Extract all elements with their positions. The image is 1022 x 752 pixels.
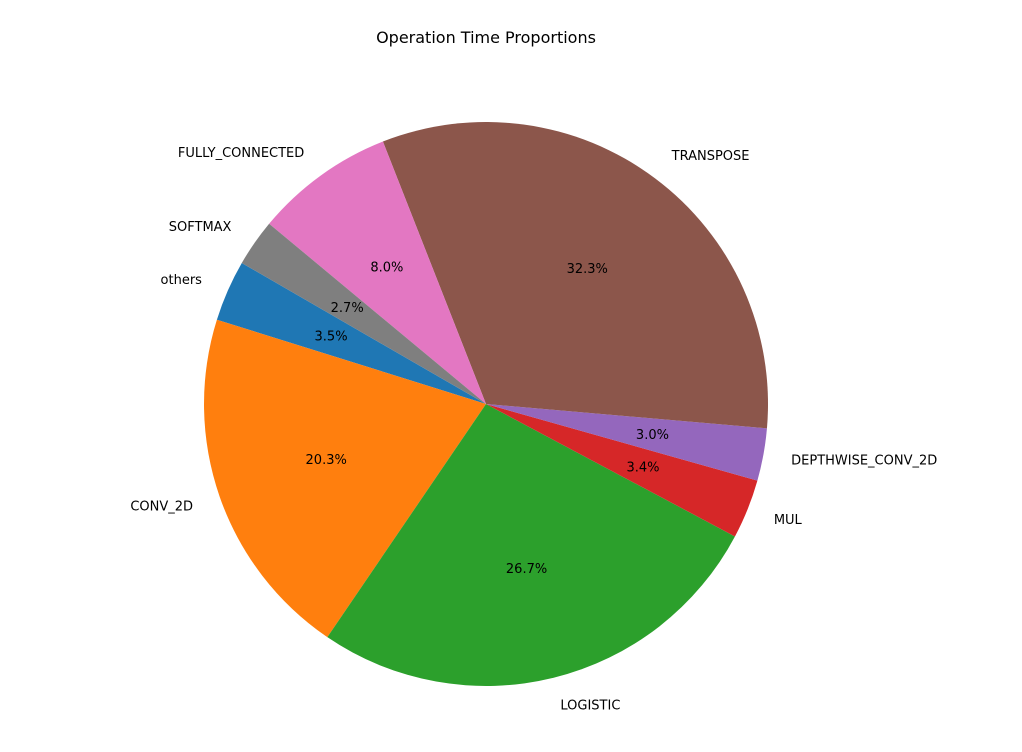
slice-label-softmax: SOFTMAX	[169, 220, 232, 235]
pie-slices	[204, 121, 769, 687]
slice-label-depthwise-conv-2d: DEPTHWISE_CONV_2D	[791, 453, 937, 468]
chart-title: Operation Time Proportions	[376, 28, 596, 47]
slice-label-fully-connected: FULLY_CONNECTED	[178, 146, 304, 161]
slice-label-mul: MUL	[774, 513, 803, 528]
slice-percent-logistic: 26.7%	[506, 562, 547, 577]
slice-label-conv-2d: CONV_2D	[130, 499, 193, 514]
pie-slice-logistic	[327, 404, 735, 687]
slice-percent-others: 3.5%	[315, 330, 348, 345]
slice-percent-transpose: 32.3%	[567, 262, 608, 277]
slice-percent-conv-2d: 20.3%	[306, 453, 347, 468]
pie-slice-mul	[486, 404, 758, 537]
slice-label-transpose: TRANSPOSE	[671, 149, 750, 164]
pie-slice-softmax	[241, 223, 486, 404]
pie-slice-conv-2d	[204, 319, 486, 638]
pie-slice-depthwise-conv-2d	[486, 404, 767, 481]
pie-slice-transpose	[382, 121, 769, 429]
pie-slice-fully-connected	[269, 141, 486, 404]
slice-label-logistic: LOGISTIC	[560, 699, 620, 714]
slice-percent-fully-connected: 8.0%	[370, 260, 403, 275]
pie-labels: others 3.5% CONV_2D 20.3% LOGISTIC 26.7% MUL 3.…	[130, 146, 937, 714]
slice-percent-depthwise-conv-2d: 3.0%	[636, 428, 669, 443]
pie-slice-others	[216, 263, 486, 404]
slice-percent-mul: 3.4%	[626, 461, 659, 476]
slice-percent-softmax: 2.7%	[331, 301, 364, 316]
slice-label-others: others	[161, 273, 203, 288]
